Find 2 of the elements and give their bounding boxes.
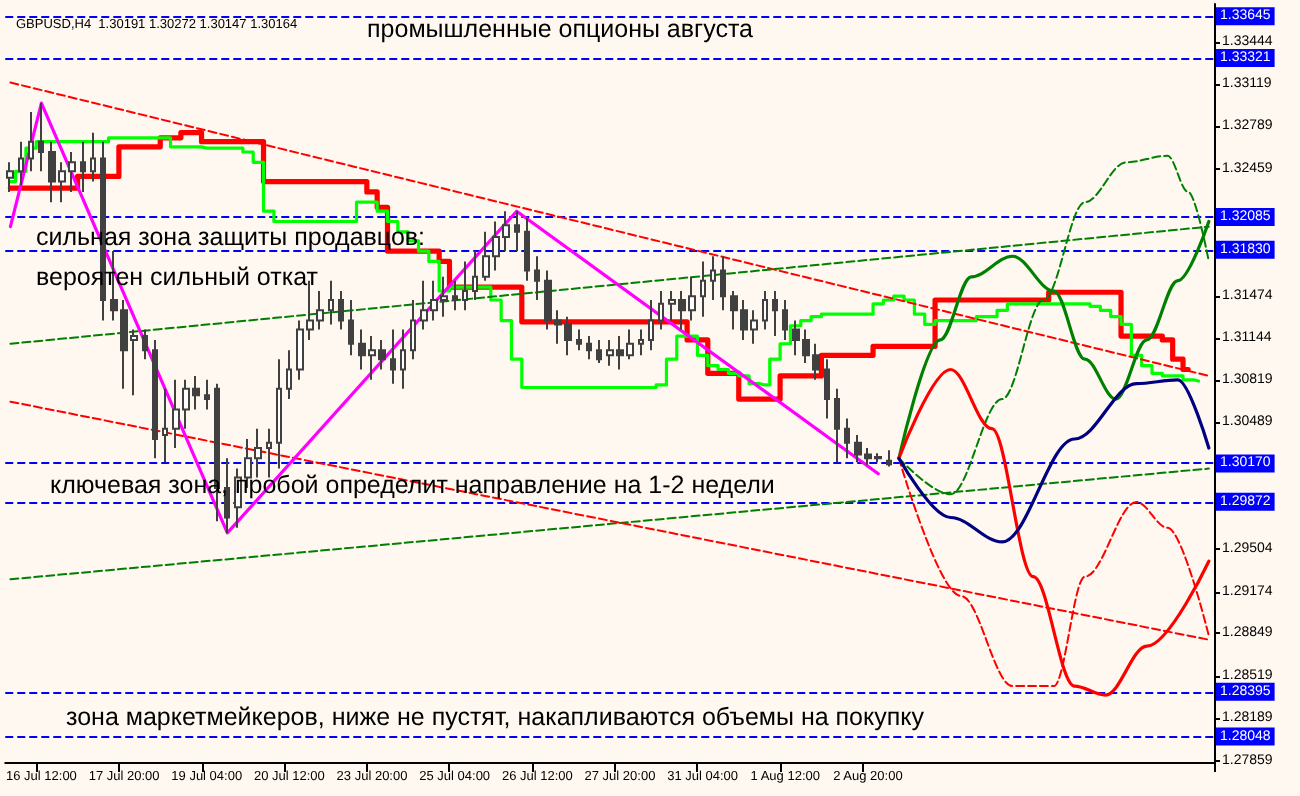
annotation: промышленные опционы августа xyxy=(367,15,754,43)
annotation: зона маркетмейкеров, ниже не пустят, накапливаются объемы на покупку xyxy=(66,703,926,731)
